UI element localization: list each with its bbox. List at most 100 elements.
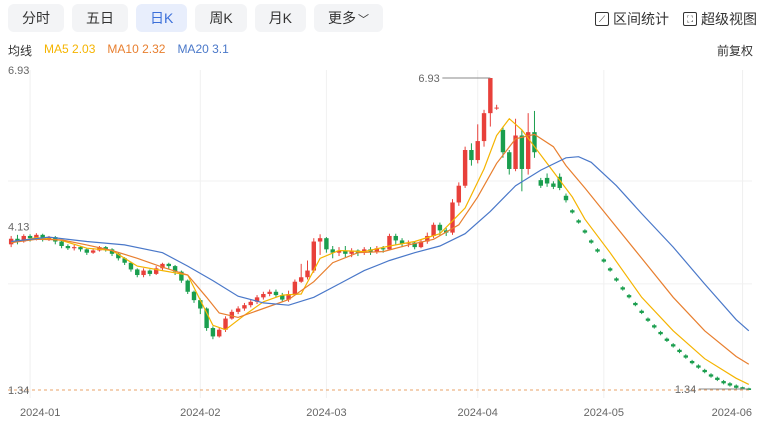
tab-monthly-k[interactable]: 月K bbox=[254, 4, 307, 32]
candle-body bbox=[696, 365, 701, 368]
candle-body bbox=[664, 338, 670, 341]
ma-lines bbox=[11, 117, 750, 385]
candle-body bbox=[418, 241, 424, 248]
candle-body bbox=[437, 224, 443, 231]
candle-body bbox=[172, 266, 178, 272]
candle-body bbox=[607, 268, 613, 271]
chart-grid bbox=[8, 70, 752, 398]
candle-body bbox=[298, 277, 304, 282]
candle-body bbox=[431, 224, 436, 236]
x-tick-label: 2024-04 bbox=[458, 407, 498, 419]
adjust-mode[interactable]: 前复权 bbox=[716, 44, 753, 58]
chevron-down-icon: ﹀ bbox=[358, 14, 370, 26]
range-stats-icon: ⟋ bbox=[595, 12, 609, 26]
candle-body bbox=[78, 247, 83, 250]
candle-body bbox=[639, 310, 644, 313]
candle-body bbox=[330, 249, 335, 253]
candle-body bbox=[582, 230, 588, 233]
candle-body bbox=[734, 385, 739, 388]
candle-body bbox=[191, 291, 197, 301]
ma5-legend: MA5 2.03 bbox=[44, 42, 96, 56]
candle-body bbox=[210, 328, 216, 337]
candle-body bbox=[740, 387, 745, 389]
candle-body bbox=[702, 369, 707, 373]
candle-body bbox=[570, 210, 575, 213]
candle-body bbox=[589, 240, 594, 243]
candle-body bbox=[217, 329, 222, 337]
candle-body bbox=[147, 270, 153, 274]
candle-body bbox=[576, 220, 581, 223]
candle-body bbox=[715, 377, 720, 380]
super-view-label: 超级视图 bbox=[701, 11, 757, 27]
kline-chart[interactable]: 6.93 4.13 1.34 6.93 1.34 2024-01 2024-02 2024-0… bbox=[0, 60, 769, 425]
super-view-button[interactable]: ⛶ 超级视图 bbox=[683, 9, 757, 29]
candle-body bbox=[46, 237, 52, 239]
candle-body bbox=[84, 249, 90, 253]
candle-body bbox=[380, 248, 386, 250]
expand-view-icon: ⛶ bbox=[683, 12, 697, 26]
candle-body bbox=[71, 247, 77, 249]
candle-body bbox=[166, 263, 171, 267]
chart-tools: ⟋ 区间统计 ⛶ 超级视图 bbox=[595, 9, 757, 29]
candle-body bbox=[652, 325, 657, 328]
candle-body bbox=[708, 374, 714, 377]
candle-body bbox=[336, 250, 342, 253]
x-tick-label: 2024-03 bbox=[306, 407, 346, 419]
x-tick-label: 2024-01 bbox=[20, 407, 60, 419]
tab-intraday[interactable]: 分时 bbox=[8, 4, 64, 32]
candle-body bbox=[525, 132, 531, 169]
candle-body bbox=[689, 360, 695, 364]
candle-body bbox=[116, 253, 121, 259]
period-tabs: 分时 五日 日K 周K 月K 更多 ﹀ bbox=[8, 4, 384, 34]
tab-more-label: 更多 bbox=[328, 10, 357, 26]
tab-five-day[interactable]: 五日 bbox=[72, 4, 128, 32]
candle-body bbox=[59, 241, 64, 246]
candle-body bbox=[40, 234, 45, 239]
candle-body bbox=[595, 249, 600, 252]
candle-body bbox=[15, 238, 20, 242]
y-tick-label: 4.13 bbox=[8, 221, 29, 233]
candle-body bbox=[248, 301, 253, 306]
candle-body bbox=[8, 238, 14, 245]
tab-more[interactable]: 更多 ﹀ bbox=[314, 4, 384, 32]
candle-body bbox=[721, 381, 726, 384]
candle-body bbox=[280, 295, 285, 300]
ma-legend: 均线 MA5 2.03 MA10 2.32 MA20 3.1 bbox=[8, 42, 229, 59]
candle-body bbox=[153, 268, 159, 274]
candle-body bbox=[141, 270, 146, 276]
candle-body bbox=[450, 202, 455, 233]
candle-body bbox=[109, 249, 115, 254]
candle-body bbox=[229, 311, 235, 319]
candle-body bbox=[135, 269, 140, 276]
candle-body bbox=[538, 180, 543, 186]
candle-body bbox=[21, 235, 26, 242]
candle-body bbox=[475, 141, 480, 161]
range-stats-button[interactable]: ⟋ 区间统计 bbox=[595, 9, 669, 29]
candle-body bbox=[557, 176, 562, 188]
x-tick-label: 2024-02 bbox=[180, 407, 220, 419]
candle-body bbox=[488, 78, 493, 114]
candle-body bbox=[601, 259, 607, 262]
tab-weekly-k[interactable]: 周K bbox=[195, 4, 247, 32]
ma-legend-label: 均线 bbox=[8, 44, 33, 58]
candle-body bbox=[462, 150, 468, 186]
tab-daily-k[interactable]: 日K bbox=[136, 4, 188, 32]
x-tick-label: 2024-06 bbox=[712, 407, 752, 419]
candle-body bbox=[425, 235, 430, 242]
candle-body bbox=[393, 235, 398, 241]
candle-body bbox=[626, 295, 632, 298]
candle-body bbox=[204, 308, 209, 329]
y-tick-label: 1.34 bbox=[8, 385, 29, 397]
candle-body bbox=[305, 270, 310, 278]
ma20-line bbox=[11, 156, 750, 332]
candle-body bbox=[343, 250, 348, 254]
candle-body bbox=[519, 135, 525, 169]
y-tick-label: 6.93 bbox=[8, 65, 29, 77]
candle-body bbox=[65, 246, 71, 249]
candle-body bbox=[292, 281, 298, 294]
candle-body bbox=[185, 280, 190, 292]
candle-body bbox=[677, 349, 682, 353]
candle-body bbox=[481, 113, 487, 142]
candle-body bbox=[122, 258, 127, 263]
candle-body bbox=[633, 302, 638, 306]
